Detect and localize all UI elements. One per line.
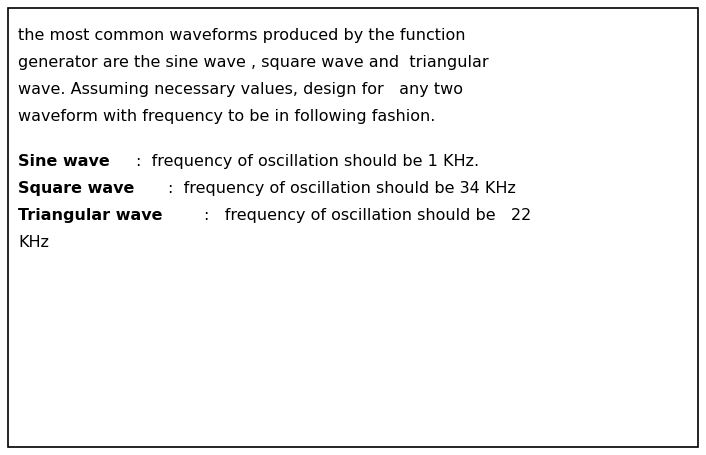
Text: generator are the sine wave , square wave and  triangular: generator are the sine wave , square wav… xyxy=(18,55,489,70)
Text: the most common waveforms produced by the function: the most common waveforms produced by th… xyxy=(18,28,465,43)
Text: :  frequency of oscillation should be 1 KHz.: : frequency of oscillation should be 1 K… xyxy=(136,154,479,169)
Text: wave. Assuming necessary values, design for   any two: wave. Assuming necessary values, design … xyxy=(18,82,463,97)
Text: :  frequency of oscillation should be 34 KHz: : frequency of oscillation should be 34 … xyxy=(168,181,516,196)
Text: :   frequency of oscillation should be   22: : frequency of oscillation should be 22 xyxy=(205,208,532,223)
Text: waveform with frequency to be in following fashion.: waveform with frequency to be in followi… xyxy=(18,109,436,124)
Text: Square wave: Square wave xyxy=(18,181,134,196)
Text: KHz: KHz xyxy=(18,235,49,250)
Text: Sine wave: Sine wave xyxy=(18,154,109,169)
Text: Triangular wave: Triangular wave xyxy=(18,208,162,223)
